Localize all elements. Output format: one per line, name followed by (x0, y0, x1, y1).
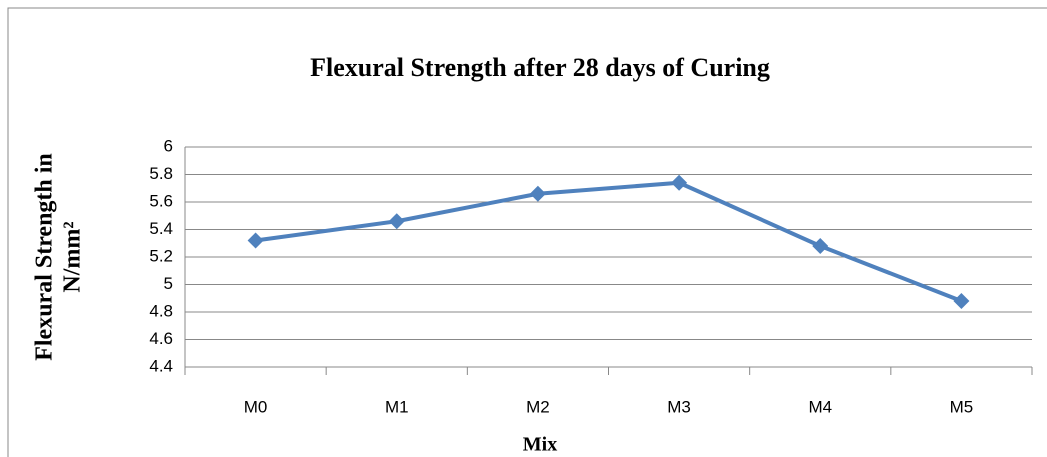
x-tick-label: M3 (667, 397, 691, 416)
y-tick-label: 5.2 (149, 246, 173, 265)
marker (388, 213, 405, 230)
y-tick-label: 6 (164, 136, 173, 155)
y-tick-label: 5.4 (149, 219, 173, 238)
y-axis-label: N/mm² (60, 221, 86, 292)
x-tick-label: M1 (385, 397, 409, 416)
marker (671, 174, 688, 191)
y-axis-label: Flexural Strength in (32, 153, 58, 361)
x-tick-label: M2 (526, 397, 550, 416)
x-tick-label: M4 (808, 397, 832, 416)
marker (953, 293, 970, 309)
x-tick-label: M0 (244, 397, 268, 416)
y-tick-label: 4.8 (149, 301, 173, 320)
x-tick-label: M5 (950, 397, 974, 416)
marker (812, 238, 829, 254)
line (255, 180, 963, 303)
y-tick-label: 4.4 (149, 356, 173, 375)
y-tick-label: 5 (164, 274, 173, 293)
marker (529, 185, 546, 202)
y-tick-label: 4.6 (149, 329, 173, 348)
chart-frame (7, 7, 1047, 457)
x-axis-label: Mix (523, 434, 557, 456)
y-tick-label: 5.6 (149, 191, 173, 210)
y-tick-label: 5.8 (149, 164, 173, 183)
chart-title: Flexural Strength after 28 days of Curin… (310, 53, 770, 82)
marker (247, 232, 264, 249)
